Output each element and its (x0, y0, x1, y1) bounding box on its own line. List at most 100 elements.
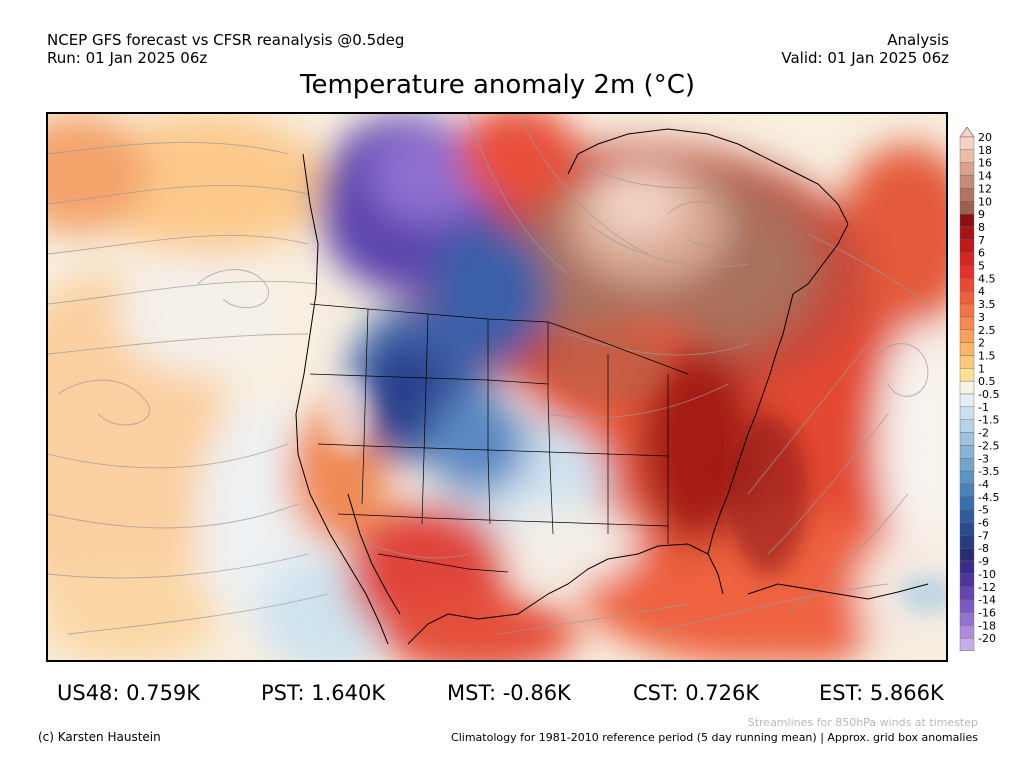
colorbar-swatch (959, 496, 975, 510)
anomaly-field (48, 114, 946, 660)
colorbar-swatch (959, 380, 975, 395)
colorbar-swatch (959, 278, 975, 292)
colorbar-swatch (959, 458, 975, 472)
stat-est: EST: 5.866K (819, 681, 944, 705)
colorbar-swatch (959, 329, 975, 343)
colorbar-swatch (959, 265, 975, 279)
colorbar-label: 4 (978, 285, 985, 298)
colorbar-labels: 201816141210987654.543.532.521.510.5-0.5… (978, 131, 999, 645)
colorbar-label: 3 (978, 311, 985, 324)
anomaly-map-canvas (48, 114, 946, 660)
colorbar-swatch (959, 599, 975, 613)
colorbar-swatch (959, 175, 975, 189)
colorbar-swatch (959, 252, 975, 266)
colorbar-swatches (959, 127, 975, 651)
colorbar-swatch (959, 355, 975, 369)
colorbar-label: -9 (978, 555, 989, 568)
colorbar-label: -7 (978, 529, 989, 542)
colorbar-label: 20 (978, 131, 992, 144)
colorbar-label: 10 (978, 195, 992, 208)
colorbar-swatch (959, 612, 975, 626)
colorbar-swatch (959, 445, 975, 459)
colorbar-swatch (959, 149, 975, 163)
colorbar-swatch (959, 535, 975, 549)
stat-pst: PST: 1.640K (261, 681, 386, 705)
valid-label: Valid: 01 Jan 2025 06z (781, 49, 949, 67)
colorbar-label: -2 (978, 427, 989, 440)
colorbar-swatch (959, 226, 975, 240)
colorbar-swatch (959, 432, 975, 446)
header-left: NCEP GFS forecast vs CFSR reanalysis @0.… (47, 31, 404, 67)
colorbar-label: -8 (978, 542, 989, 555)
colorbar-legend: 201816141210987654.543.532.521.510.5-0.5… (959, 127, 999, 651)
colorbar-label: 2 (978, 337, 985, 350)
colorbar-label: -6 (978, 517, 989, 530)
colorbar-label: 16 (978, 157, 992, 170)
colorbar-swatch (959, 637, 975, 651)
colorbar-label: -5 (978, 504, 989, 517)
colorbar-swatch (959, 239, 975, 253)
colorbar-swatch (959, 573, 975, 587)
map-title: Temperature anomaly 2m (°C) (300, 70, 695, 100)
colorbar-swatch (959, 136, 975, 151)
colorbar-swatch (959, 162, 975, 176)
colorbar-label: -16 (978, 606, 996, 619)
header-right: Analysis Valid: 01 Jan 2025 06z (781, 31, 949, 67)
colorbar-label: 12 (978, 182, 992, 195)
colorbar-swatch (959, 419, 975, 433)
colorbar-swatch (959, 625, 975, 639)
colorbar-label: -3.5 (978, 465, 999, 478)
colorbar-label: 14 (978, 170, 992, 183)
colorbar-label: -20 (978, 632, 996, 645)
colorbar-label: 8 (978, 221, 985, 234)
colorbar-label: 9 (978, 208, 985, 221)
stat-mst: MST: -0.86K (447, 681, 571, 705)
coastlines (295, 128, 929, 645)
colorbar-label: 7 (978, 234, 985, 247)
stat-cst: CST: 0.726K (633, 681, 760, 705)
colorbar-swatch (959, 188, 975, 202)
colorbar-label: 0.5 (978, 375, 996, 388)
anomaly-map (46, 112, 948, 662)
colorbar-label: 5 (978, 260, 985, 273)
mode-label: Analysis (887, 31, 949, 49)
colorbar-label: 3.5 (978, 298, 996, 311)
colorbar-swatch (959, 522, 975, 536)
colorbar-label: -12 (978, 581, 996, 594)
colorbar-swatch (959, 303, 975, 318)
colorbar-swatch (959, 548, 975, 562)
product-label: NCEP GFS forecast vs CFSR reanalysis @0.… (47, 31, 405, 49)
regional-stats: US48: 0.759K PST: 1.640K MST: -0.86K CST… (0, 681, 1024, 709)
colorbar-label: -2.5 (978, 439, 999, 452)
colorbar-label: -4 (978, 478, 989, 491)
colorbar-label: -1 (978, 401, 989, 414)
colorbar-label: 1.5 (978, 349, 996, 362)
colorbar-label: -3 (978, 452, 989, 465)
colorbar-label: -1.5 (978, 414, 999, 427)
colorbar-swatch (959, 483, 975, 498)
political-borders (309, 303, 689, 573)
climatology-note: Climatology for 1981-2010 reference peri… (451, 731, 978, 744)
colorbar-label: 1 (978, 362, 985, 375)
streamline-note: Streamlines for 850hPa winds at timestep (747, 716, 978, 729)
colorbar-swatch (959, 560, 975, 575)
colorbar-swatch (959, 201, 975, 215)
colorbar-swatch (959, 393, 975, 408)
colorbar-swatch (959, 290, 975, 305)
colorbar-swatch (959, 342, 975, 356)
colorbar-label: 18 (978, 144, 992, 157)
colorbar-swatch (959, 470, 975, 485)
colorbar-top-arrow (959, 127, 975, 138)
colorbar-swatch (959, 586, 975, 600)
colorbar-label: -0.5 (978, 388, 999, 401)
colorbar-swatch (959, 368, 975, 382)
colorbar-label: 4.5 (978, 272, 996, 285)
colorbar-swatch (959, 509, 975, 523)
credit-text: (c) Karsten Haustein (38, 730, 161, 744)
colorbar-label: -14 (978, 594, 996, 607)
colorbar-label: -10 (978, 568, 996, 581)
colorbar-label: 6 (978, 247, 985, 260)
colorbar-label: 2.5 (978, 324, 996, 337)
colorbar-swatch (959, 213, 975, 228)
colorbar-label: -4.5 (978, 491, 999, 504)
